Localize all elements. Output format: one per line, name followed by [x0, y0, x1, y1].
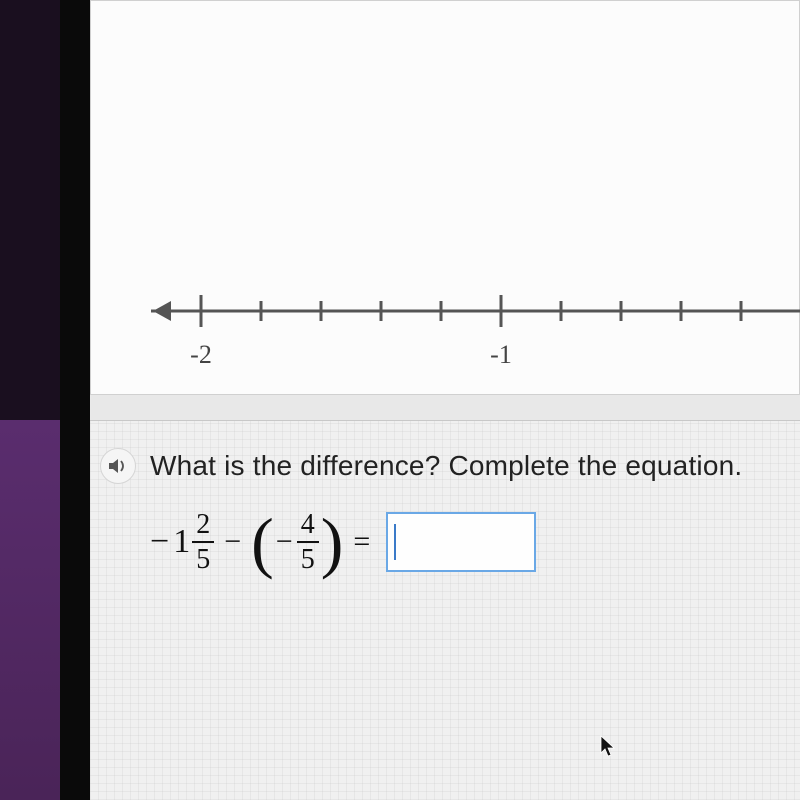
audio-button[interactable]	[100, 448, 136, 484]
term2-numerator: 4	[297, 510, 319, 543]
tick-label-neg1: -1	[490, 340, 512, 369]
question-text: What is the difference? Complete the equ…	[150, 450, 742, 482]
left-paren: (	[251, 519, 274, 567]
term1-denominator: 5	[192, 543, 214, 574]
term1-sign: −	[150, 525, 169, 559]
text-cursor	[394, 524, 396, 560]
term2-sign: −	[276, 527, 293, 557]
equals-sign: =	[353, 527, 370, 557]
device-frame-left	[0, 420, 60, 800]
term1-numerator: 2	[192, 510, 214, 543]
term1-fraction: 2 5	[192, 510, 214, 575]
screen: -2 -1 What is the difference? Complete t…	[90, 0, 800, 800]
numberline-panel: -2 -1	[90, 0, 800, 395]
numberline: -2 -1	[131, 281, 800, 391]
term2-fraction: 4 5	[297, 510, 319, 575]
speaker-icon	[108, 457, 128, 475]
right-paren: )	[321, 519, 344, 567]
equation: − 1 2 5 − ( − 4 5 ) =	[150, 510, 536, 575]
mouse-pointer-icon	[600, 735, 618, 759]
term1-whole: 1	[173, 525, 190, 559]
term2-denominator: 5	[297, 543, 319, 574]
device-bezel	[60, 0, 90, 800]
tick-label-neg2: -2	[190, 340, 212, 369]
minus-operator: −	[224, 527, 241, 557]
term1: 1 2 5	[173, 510, 214, 575]
answer-input[interactable]	[386, 512, 536, 572]
